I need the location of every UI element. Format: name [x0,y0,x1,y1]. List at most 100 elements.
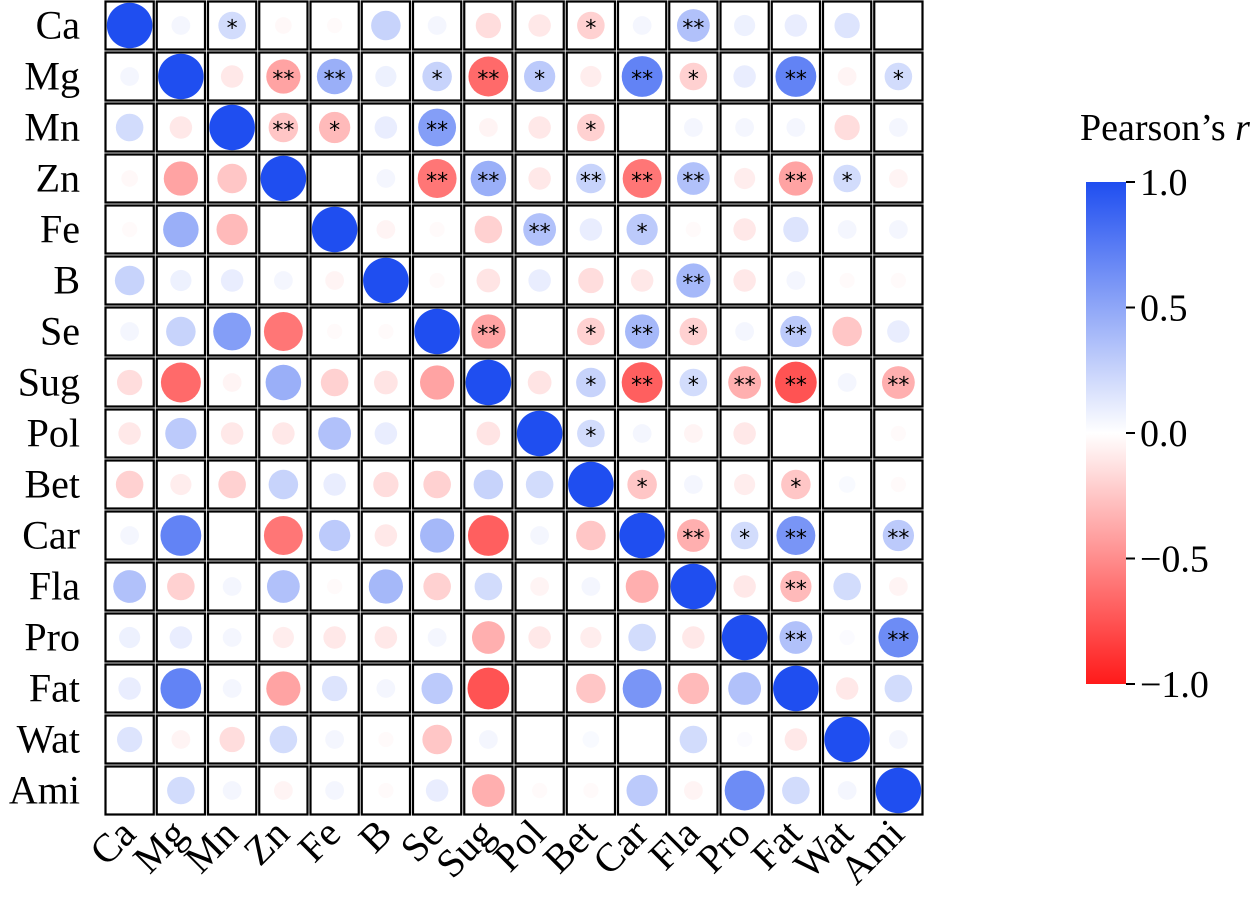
grid-cell [360,51,412,102]
correlation-circle-Zn-Ami [889,169,908,188]
colorbar-gradient [1086,182,1126,684]
correlation-circle-Fla-Se [423,572,451,601]
correlation-circle-Ca-Bet [577,11,605,40]
correlation-circle-Sug-Zn [265,364,302,401]
colorbar-title: Pearson’s r [1080,107,1250,149]
correlation-circle-Wat-Wat [824,716,870,763]
correlation-circle-Ami-Fe [325,781,344,800]
correlation-circle-Mg-Fat [775,56,817,97]
correlation-circle-Pro-Fe [323,626,346,649]
correlation-circle-Mn-B [374,116,398,139]
correlation-circle-Pro-Bet [580,626,602,649]
correlation-circle-Bet-Se [423,470,451,499]
correlation-circle-Car-Ami [882,519,915,552]
correlation-circle-Pol-Car [632,424,652,443]
correlation-circle-Ca-Car [632,16,652,35]
correlation-circle-Wat-Mg [171,730,191,749]
grid-cell [565,255,617,306]
grid-cell [309,153,360,204]
x-tick-label: Mn [175,811,246,882]
y-tick-label: Pro [24,615,80,660]
correlation-circle-Fe-Ami [889,220,908,239]
y-tick-label: Ami [9,768,80,813]
correlation-circle-Sug-Car [621,362,663,403]
correlation-circle-Bet-B [373,471,399,498]
correlation-circle-Fat-Fe [321,675,348,702]
significance-mark: ** [682,527,704,552]
grid-cell [155,408,207,459]
correlation-circle-Wat-Fla [679,725,708,754]
correlation-circle-Mn-Ami [889,118,908,137]
significance-mark: * [893,68,904,93]
correlation-circle-Ca-Mg [171,16,191,35]
significance-mark: ** [426,119,448,144]
correlation-circle-Car-Pro [730,521,759,550]
correlation-circle-Wat-Bet [582,731,600,748]
correlation-circle-Sug-Ami [881,366,915,399]
correlation-circle-Mn-Bet [577,113,605,142]
correlation-circle-Ca-Fat [784,14,808,37]
correlation-circle-Fat-Ami [884,674,913,703]
correlation-circle-B-Pro [733,269,756,292]
correlation-circle-Fat-Fla [677,672,710,705]
correlation-circle-Fe-Fla [685,221,702,238]
significance-mark: * [585,425,596,450]
significance-mark: ** [426,170,448,195]
correlation-circle-B-Fat [786,271,806,290]
correlation-circle-Sug-Ca [116,369,143,396]
correlation-circle-Bet-Wat [838,476,856,493]
grid-cell [514,663,565,714]
correlation-circle-Sug-Fe [320,368,349,397]
significance-mark: ** [785,527,807,552]
grid-cell [514,510,565,561]
correlation-circle-Sug-Bet [576,367,606,398]
significance-mark: ** [631,374,653,399]
correlation-circle-B-Bet [578,267,604,294]
correlation-circle-Ami-Se [425,779,449,802]
correlation-circle-Mg-Bet [580,65,602,88]
correlation-circle-Fla-Mn [222,577,242,596]
grid-cell [514,102,565,153]
correlation-circle-Bet-Fla [684,475,703,494]
correlation-circle-Zn-Mn [217,163,247,194]
correlation-circle-Car-Zn [263,516,303,555]
correlation-circle-Mn-Sug [479,118,498,137]
correlation-circle-Wat-Fe [325,730,344,749]
correlation-circle-Wat-Ami [889,730,908,749]
correlation-circle-Zn-Car [622,159,662,198]
x-tick-label: Fe [289,811,349,871]
correlation-circle-Ami-Ami [875,767,922,814]
colorbar-tick-label: 0.5 [1140,288,1188,330]
correlation-circle-Fla-Zn [266,570,300,603]
correlation-circle-Bet-Pro [734,473,756,496]
correlation-circle-Car-Fe [318,519,351,552]
correlation-circle-Fe-Pro [733,218,756,241]
significance-mark: * [585,374,596,399]
correlation-circle-Zn-Fla [676,162,710,195]
correlation-circle-Mg-Pol [523,60,556,93]
grid-cell [668,408,719,459]
correlation-circle-Fla-Pro [733,575,756,598]
correlation-circle-Se-Bet [577,317,605,346]
correlation-circle-Sug-Mg [160,362,201,403]
correlation-circle-Pro-Wat [839,629,855,646]
grid-cell [873,0,924,51]
correlation-circle-Mg-Sug [468,56,509,97]
correlation-circle-Fe-Sug [474,215,503,244]
correlation-circle-Sug-Fat [775,361,817,404]
significance-mark: ** [477,170,499,195]
correlation-circle-Bet-Ami [890,476,907,493]
correlation-circle-Pro-Fla [682,626,705,649]
y-tick-label: Sug [18,360,80,405]
correlation-circle-Car-Sug [467,515,509,556]
correlation-circle-Mg-Fe [316,58,353,95]
grid-cell [514,51,565,102]
significance-mark: ** [682,17,704,42]
correlation-circle-B-Ca [114,265,145,296]
grid-cell [258,204,309,255]
y-tick-label: Mn [24,105,80,150]
significance-mark: ** [272,119,294,144]
correlation-circle-Ami-Fla [684,781,703,800]
